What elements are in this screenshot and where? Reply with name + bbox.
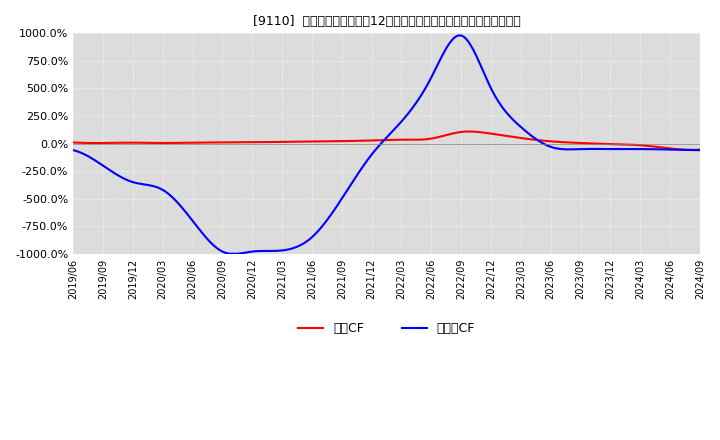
- Line: フリーCF: フリーCF: [73, 35, 700, 254]
- フリーCF: [226, 251, 235, 257]
- フリーCF: [696, 147, 704, 153]
- フリーCF: [69, 147, 78, 153]
- 営業CF: [370, 138, 379, 143]
- フリーCF: [444, 44, 452, 49]
- フリーCF: [683, 147, 692, 153]
- 営業CF: [442, 132, 451, 138]
- Line: 営業CF: 営業CF: [73, 132, 700, 150]
- Legend: 営業CF, フリーCF: 営業CF, フリーCF: [293, 317, 480, 340]
- 営業CF: [69, 140, 78, 145]
- フリーCF: [456, 33, 464, 38]
- フリーCF: [409, 104, 418, 109]
- 営業CF: [696, 147, 704, 152]
- 営業CF: [584, 141, 593, 146]
- 営業CF: [682, 147, 690, 152]
- 営業CF: [464, 129, 473, 134]
- フリーCF: [372, 147, 380, 152]
- フリーCF: [368, 151, 377, 157]
- 営業CF: [687, 147, 696, 153]
- 営業CF: [366, 138, 375, 143]
- 営業CF: [408, 137, 417, 143]
- フリーCF: [585, 146, 594, 151]
- Title: [9110]  キャッシュフローの12か月移動合計の対前年同期増減率の推移: [9110] キャッシュフローの12か月移動合計の対前年同期増減率の推移: [253, 15, 521, 28]
